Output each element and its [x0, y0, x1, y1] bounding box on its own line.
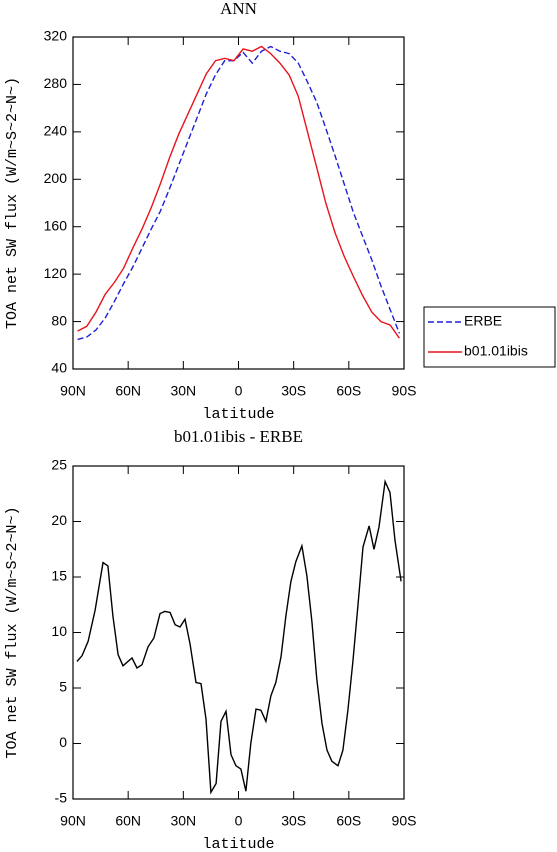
x-tick-label: 90N — [60, 813, 86, 829]
y-tick-label: 240 — [44, 123, 68, 139]
x-tick-label: 30S — [281, 383, 306, 399]
y-tick-label: 120 — [44, 265, 68, 281]
x-axis-label: latitude — [202, 836, 274, 852]
y-tick-label: 160 — [44, 217, 68, 233]
y-tick-label: 10 — [51, 623, 67, 639]
plot-frame — [72, 465, 405, 800]
x-axis-label: latitude — [202, 406, 274, 423]
x-tick-label: 30S — [281, 813, 306, 829]
x-tick-label: 60S — [336, 383, 361, 399]
plot-frame — [72, 36, 405, 370]
x-tick-label: 90S — [392, 813, 417, 829]
series-line — [77, 45, 400, 339]
y-tick-label: 200 — [44, 170, 68, 186]
chart-title: b01.01ibis - ERBE — [174, 427, 303, 446]
legend-box — [423, 306, 556, 368]
y-tick-label: 20 — [51, 512, 67, 528]
y-tick-label: 320 — [44, 28, 68, 44]
x-tick-label: 90S — [392, 383, 417, 399]
y-tick-label: 40 — [51, 360, 67, 376]
y-tick-label: 25 — [51, 457, 67, 473]
series-line — [76, 478, 402, 795]
y-tick-label: -5 — [55, 790, 68, 806]
x-tick-label: 60N — [115, 383, 141, 399]
y-tick-label: 5 — [59, 679, 67, 695]
x-tick-label: 0 — [235, 383, 243, 399]
x-tick-label: 60N — [115, 813, 141, 829]
y-tick-label: 15 — [51, 568, 67, 584]
x-tick-label: 60S — [336, 813, 361, 829]
y-axis-label: TOA net SW flux (W/m~S~2~N~) — [4, 506, 21, 758]
series-line — [77, 45, 401, 341]
y-tick-label: 80 — [51, 312, 67, 328]
legend-label: ERBE — [464, 313, 502, 329]
x-tick-label: 0 — [235, 813, 243, 829]
y-axis-label: TOA net SW flux (W/m~S~2~N~) — [4, 77, 21, 329]
y-tick-label: 0 — [59, 734, 67, 750]
legend-label: b01.01ibis — [464, 343, 528, 359]
x-tick-label: 30N — [170, 383, 196, 399]
x-tick-label: 30N — [170, 813, 196, 829]
chart-title: ANN — [220, 0, 257, 18]
x-tick-label: 90N — [60, 383, 86, 399]
y-tick-label: 280 — [44, 75, 68, 91]
